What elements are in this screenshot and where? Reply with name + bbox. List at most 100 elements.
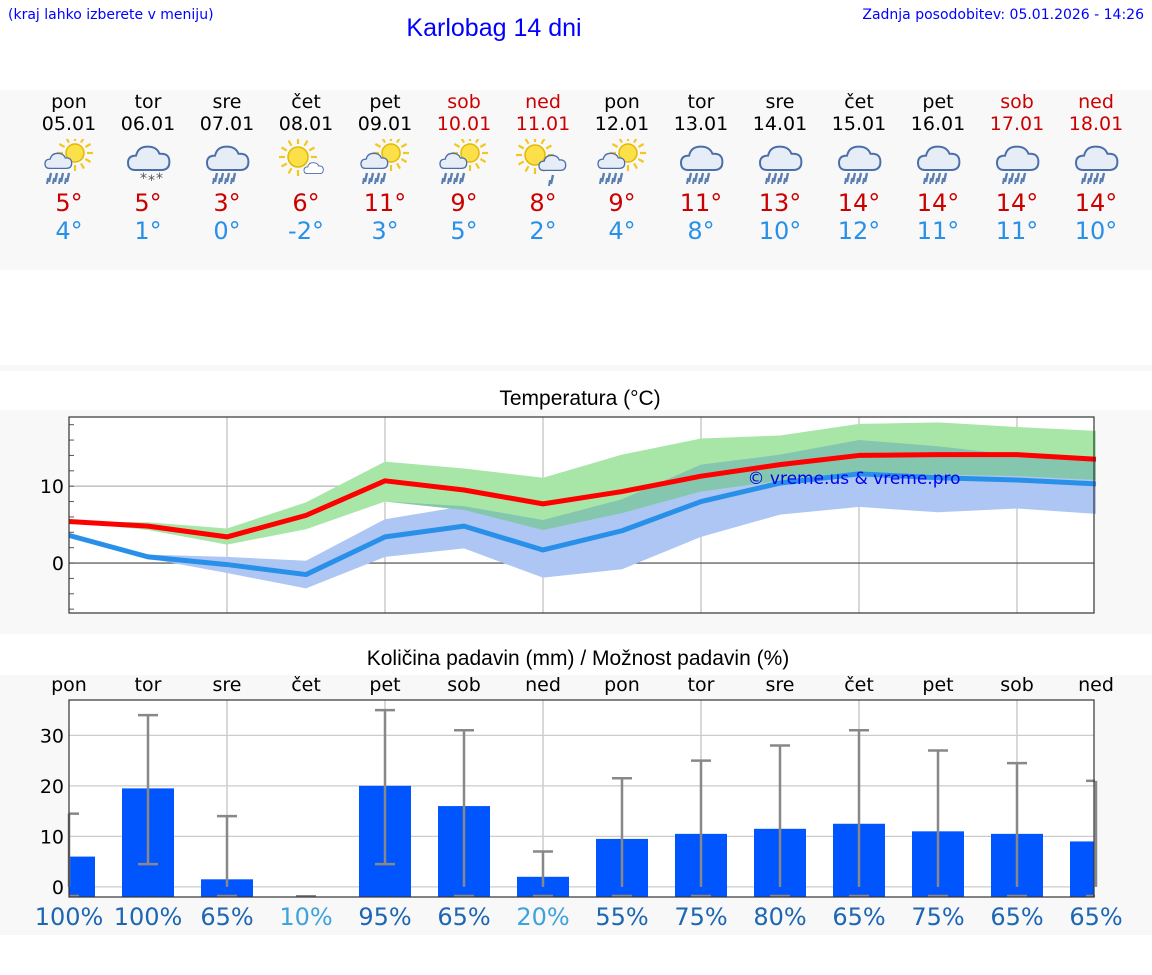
temp-min: 4° <box>55 217 83 245</box>
day-column: tor 13.01 11° 8° <box>661 90 741 245</box>
error-bar <box>770 744 790 898</box>
temp-max: 8° <box>529 189 557 217</box>
day-name: tor <box>687 91 715 113</box>
overlap-band <box>69 440 1096 545</box>
precip-bar <box>69 856 95 897</box>
temp-min: 4° <box>608 217 636 245</box>
day-column: pet 16.01 14° 11° <box>898 90 978 245</box>
day-name: čet <box>844 91 874 113</box>
day-column: čet 15.01 14° 12° <box>819 90 899 245</box>
temp-min: 11° <box>916 217 960 245</box>
day-name: pon <box>51 91 87 113</box>
sun-cloud-rain-icon <box>439 139 488 185</box>
daily-forecast-row: pon 05.01 5° 4° tor 06.01 * * * 5° 1° sre 07.01 3° 0° č… <box>0 90 1152 270</box>
temp-min: 2° <box>529 217 557 245</box>
cloud-rain-icon <box>1075 145 1119 185</box>
error-bar <box>533 850 553 898</box>
y-tick-label: 30 <box>40 725 64 747</box>
y-tick-label: 0 <box>52 553 64 575</box>
day-date: 16.01 <box>910 113 966 135</box>
temperature-chart: 0 10 © vreme.us & vreme.pro <box>40 416 1097 614</box>
day-column: pet 09.01 11° 3° <box>345 90 425 245</box>
watermark: © vreme.us & vreme.pro <box>747 469 960 489</box>
temp-min: 12° <box>837 217 881 245</box>
day-date: 12.01 <box>594 113 650 135</box>
precip-bar <box>517 876 569 897</box>
day-date: 18.01 <box>1068 113 1124 135</box>
sun-cloud-rain-icon <box>44 139 93 185</box>
plot-frame <box>68 416 1095 614</box>
temp-min: -2° <box>288 217 324 245</box>
temperature-chart-title: Temperatura (°C) <box>499 387 661 410</box>
error-bar <box>138 713 158 866</box>
day-date: 09.01 <box>357 113 413 135</box>
day-column: pon 12.01 9° 4° <box>582 90 662 245</box>
day-date: 15.01 <box>831 113 887 135</box>
cloud-rain-icon <box>206 145 250 185</box>
y-tick-label: 10 <box>40 826 64 848</box>
temp-max: 9° <box>608 189 636 217</box>
temp-min: 3° <box>371 217 399 245</box>
svg-text:*: * <box>140 171 147 187</box>
sun-cloud-light-rain-icon <box>516 139 567 187</box>
page-title: Karlobag 14 dni <box>406 14 582 42</box>
sun-small-cloud-icon <box>279 139 324 176</box>
day-date: 07.01 <box>199 113 255 135</box>
day-column: sre 07.01 3° 0° <box>187 90 267 245</box>
temp-max: 14° <box>1074 189 1118 217</box>
last-updated: Zadnja posodobitev: 05.01.2026 - 14:26 <box>862 7 1144 23</box>
temp-min: 5° <box>450 217 478 245</box>
day-name: pet <box>369 91 401 113</box>
temp-max: 14° <box>995 189 1039 217</box>
svg-text:*: * <box>148 173 155 189</box>
day-column: tor 06.01 * * * 5° 1° <box>108 90 188 245</box>
precipitation-chart-title: Količina padavin (mm) / Možnost padavin … <box>366 647 790 670</box>
day-name: sre <box>765 91 795 113</box>
temp-max: 11° <box>363 189 407 217</box>
temp-max: 11° <box>679 189 723 217</box>
temp-max: 14° <box>916 189 960 217</box>
separator <box>0 365 1152 371</box>
cloud-rain-icon <box>917 145 961 185</box>
temp-min: 11° <box>995 217 1039 245</box>
day-date: 06.01 <box>120 113 176 135</box>
y-tick-label: 20 <box>40 776 64 798</box>
max-temp-line <box>68 452 1097 540</box>
day-name: pet <box>922 91 954 113</box>
day-column: čet 08.01 6° -2° <box>266 90 346 245</box>
error-bar <box>375 708 395 866</box>
y-tick-label: 10 <box>40 476 64 498</box>
min-temp-line <box>68 471 1097 578</box>
cloud-rain-icon <box>759 145 803 185</box>
temp-min: 8° <box>687 217 715 245</box>
day-name: tor <box>134 91 162 113</box>
temp-max: 9° <box>450 189 478 217</box>
svg-text:*: * <box>156 171 163 187</box>
day-name: ned <box>1078 91 1114 113</box>
day-date: 17.01 <box>989 113 1045 135</box>
temp-min: 10° <box>1074 217 1118 245</box>
day-date: 14.01 <box>752 113 808 135</box>
day-name: sob <box>447 91 481 113</box>
day-column: sre 14.01 13° 10° <box>740 90 820 245</box>
day-column: sob 10.01 9° 5° <box>424 90 504 245</box>
precipitation-chart: 0 10 20 30 <box>40 699 1098 899</box>
day-date: 10.01 <box>436 113 492 135</box>
temp-max: 13° <box>758 189 802 217</box>
temp-max: 6° <box>292 189 320 217</box>
error-bar <box>612 777 632 898</box>
precip-bar <box>201 879 253 897</box>
temp-min: 10° <box>758 217 802 245</box>
day-name: čet <box>291 91 321 113</box>
cloud-rain-icon <box>996 145 1040 185</box>
day-name: sre <box>212 91 242 113</box>
error-bar <box>454 729 474 898</box>
day-column: sob 17.01 14° 11° <box>977 90 1057 245</box>
day-date: 08.01 <box>278 113 334 135</box>
y-tick-label: 0 <box>52 877 64 899</box>
sun-cloud-rain-icon <box>360 139 409 185</box>
cloud-snow-icon: * * * <box>127 145 171 189</box>
day-name: sob <box>1000 91 1034 113</box>
day-column: ned 11.01 8° 2° <box>503 90 583 245</box>
day-name: ned <box>525 91 561 113</box>
